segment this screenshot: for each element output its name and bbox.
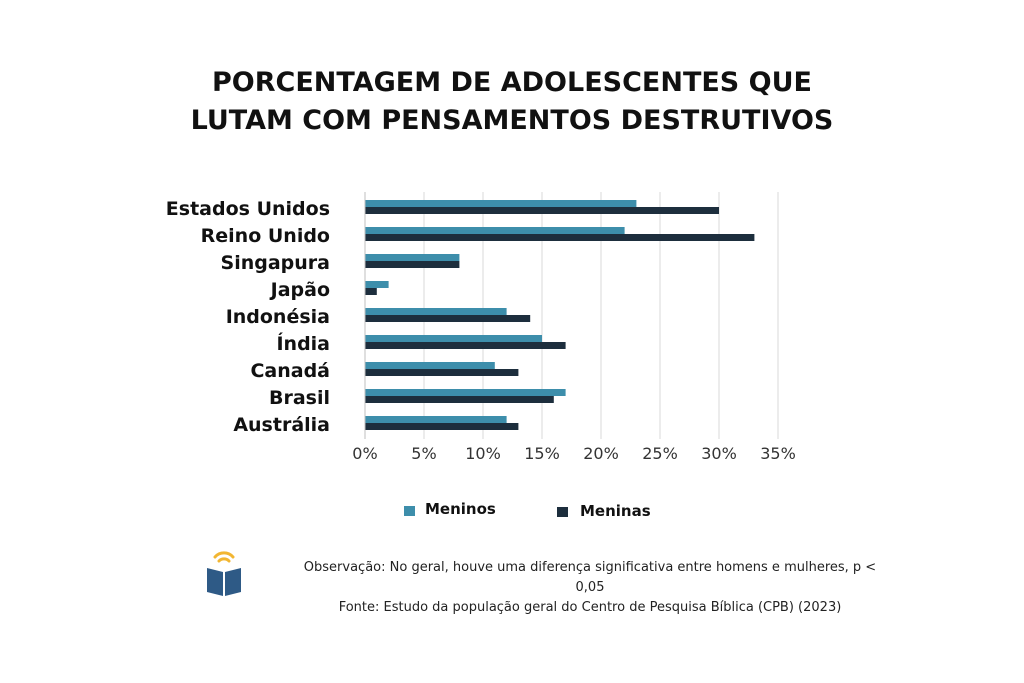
category-label: Indonésia <box>226 306 330 328</box>
observation-note: Observação: No geral, houve uma diferenç… <box>303 560 877 595</box>
chart-title-line-2: LUTAM COM PENSAMENTOS DESTRUTIVOS <box>190 105 834 136</box>
x-tick-label: 5% <box>411 444 436 463</box>
x-tick-label: 15% <box>524 444 560 463</box>
legend-label-meninas: Meninas <box>580 502 651 520</box>
category-label: Estados Unidos <box>166 198 330 220</box>
bar-meninas <box>365 234 755 241</box>
bar-meninas <box>365 396 554 403</box>
category-label: Austrália <box>233 414 330 436</box>
source-note: Fonte: Estudo da população geral do Cent… <box>338 600 842 615</box>
bar-meninos <box>365 416 507 423</box>
bar-meninas <box>365 342 566 349</box>
bar-meninas <box>365 423 519 430</box>
x-tick-label: 30% <box>701 444 737 463</box>
x-tick-label: 35% <box>760 444 796 463</box>
bar-meninos <box>365 362 495 369</box>
bar-meninas <box>365 288 377 295</box>
bar-meninos <box>365 389 566 396</box>
x-tick-label: 20% <box>583 444 619 463</box>
book-signal-logo-icon <box>207 551 241 596</box>
category-label: Reino Unido <box>201 225 330 247</box>
legend-swatch-meninos <box>404 506 415 516</box>
bar-meninas <box>365 315 531 322</box>
bar-meninos <box>365 227 625 234</box>
bar-meninos <box>365 200 637 207</box>
category-label: Canadá <box>250 360 330 382</box>
x-tick-label: 0% <box>352 444 377 463</box>
category-label: Índia <box>276 332 330 355</box>
bar-meninas <box>365 369 519 376</box>
x-tick-label: 10% <box>465 444 501 463</box>
category-label: Singapura <box>221 252 330 274</box>
chart-notes: Observação: No geral, houve uma diferenç… <box>290 558 890 618</box>
bar-meninas <box>365 261 460 268</box>
bar-meninos <box>365 308 507 315</box>
bar-meninas <box>365 207 719 214</box>
legend-swatch-meninas <box>557 507 568 517</box>
bar-meninos <box>365 281 389 288</box>
bar-chart: 0% 5% 10% 15% 20% 25% 30% 35% Estados Unidos Rein… <box>166 192 796 520</box>
chart-title: PORCENTAGEM DE ADOLESCENTES QUE LUTAM CO… <box>0 64 1024 140</box>
x-tick-label: 25% <box>642 444 678 463</box>
bar-meninos <box>365 254 460 261</box>
bar-meninos <box>365 335 542 342</box>
legend-label-meninos: Meninos <box>425 500 496 518</box>
chart-title-line-1: PORCENTAGEM DE ADOLESCENTES QUE <box>212 67 812 98</box>
category-label: Japão <box>269 279 330 301</box>
category-label: Brasil <box>269 387 330 409</box>
